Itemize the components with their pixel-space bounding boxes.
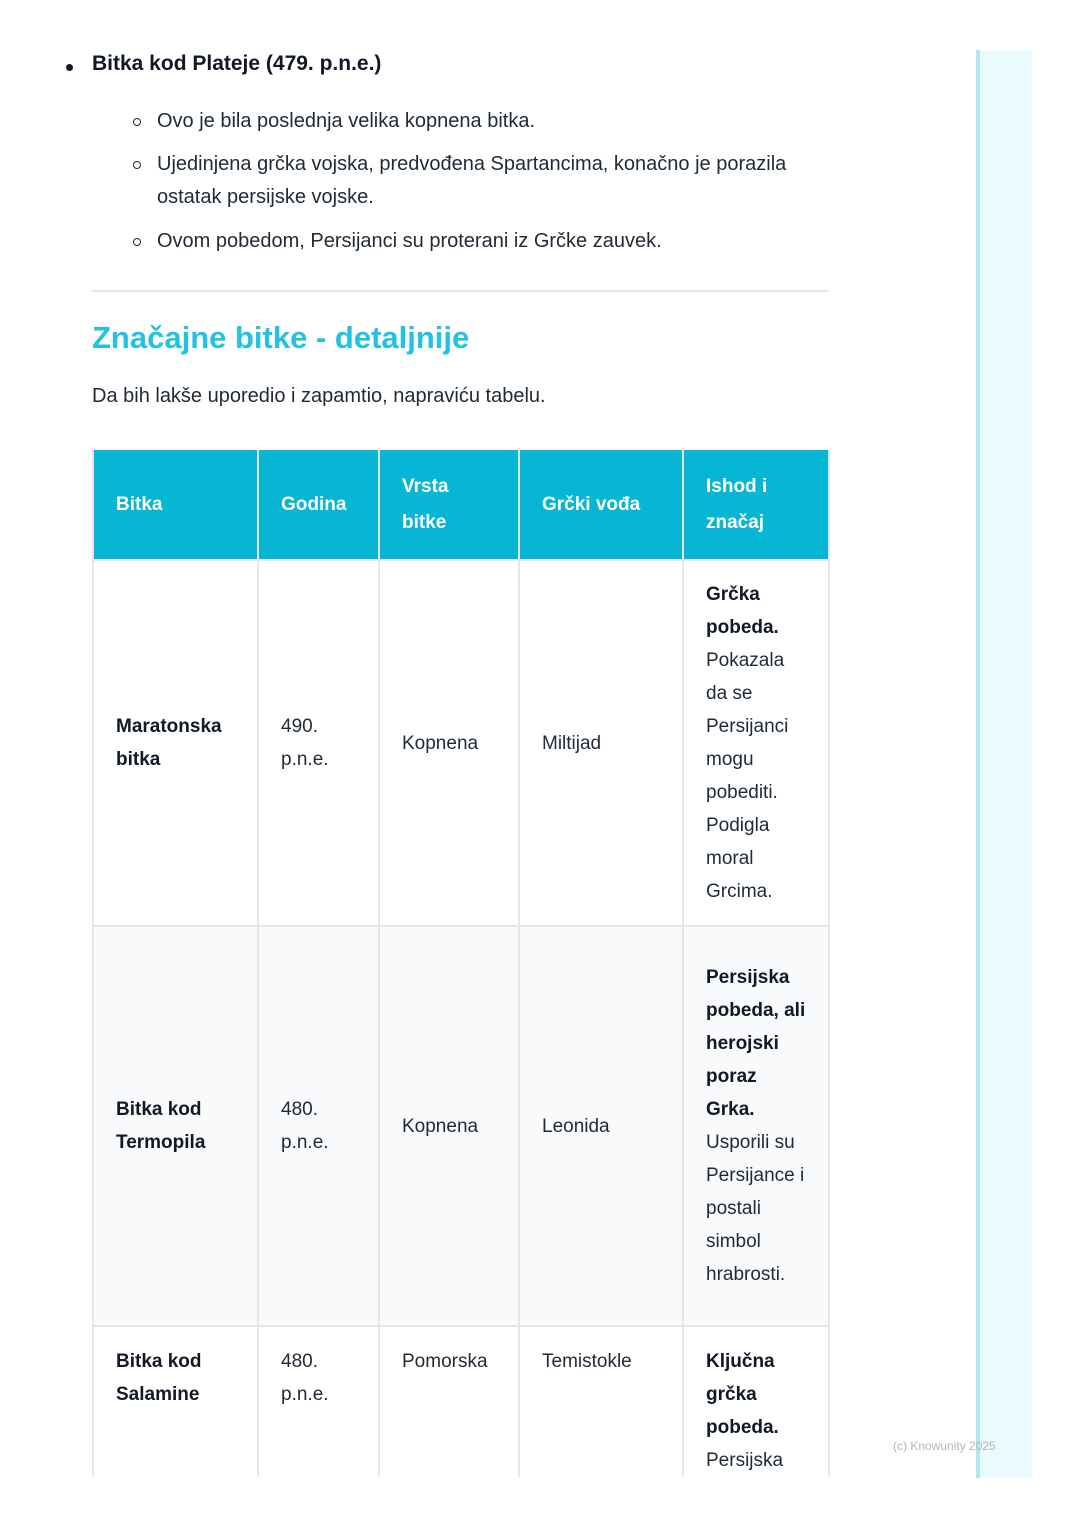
header-cell: Vrsta bitke <box>378 450 520 561</box>
leader-cell: Leonida <box>518 925 684 1327</box>
outcome-cell: Persijska pobeda, ali herojski poraz Grk… <box>682 925 830 1327</box>
battle-cell: Bitka kod Salamine <box>116 1351 202 1405</box>
copyright-footer: (c) Knowunity 2025 <box>893 1439 996 1453</box>
list-item: Ujedinjena grčka vojska, predvođena Spar… <box>133 148 817 214</box>
outcome-text: Pokazala da se Persijanci mogu pobediti.… <box>706 650 789 902</box>
outcome-cell: Grčka pobeda. Pokazala da se Persijanci … <box>682 559 830 927</box>
leader-cell: Miltijad <box>518 559 684 927</box>
table-row: Bitka kod Salamine 480. p.n.e. Pomorska … <box>92 1325 830 1477</box>
header-cell: Godina <box>257 450 380 561</box>
battles-table: Bitka Godina Vrsta bitke Grčki vođa Isho… <box>92 450 830 1477</box>
list-item: Ovo je bila poslednja velika kopnena bit… <box>133 105 817 138</box>
year-cell: 490. p.n.e. <box>257 559 380 927</box>
header-cell: Ishod i značaj <box>682 450 830 561</box>
type-cell: Kopnena <box>378 925 520 1327</box>
outcome-bold: Grčka pobeda. <box>706 584 779 638</box>
side-margin-bar <box>976 50 1032 1478</box>
outcome-text: Usporili su Persijance i postali simbol … <box>706 1132 805 1285</box>
year-cell: 480. p.n.e. <box>257 925 380 1327</box>
header-cell: Grčki vođa <box>518 450 684 561</box>
outcome-bold: Persijska pobeda, ali herojski poraz Grk… <box>706 967 806 1120</box>
year-cell: 480. p.n.e. <box>257 1325 380 1477</box>
type-cell: Kopnena <box>378 559 520 927</box>
header-cell: Bitka <box>92 450 259 561</box>
section-title: Značajne bitke - detaljnije <box>92 320 470 355</box>
table-row: Bitka kod Termopila 480. p.n.e. Kopnena … <box>92 925 830 1327</box>
table-row: Maratonska bitka 490. p.n.e. Kopnena Mil… <box>92 559 830 927</box>
list-item: Ovom pobedom, Persijanci su proterani iz… <box>133 225 817 258</box>
leader-cell: Temistokle <box>518 1325 684 1477</box>
outcome-cell: Ključna grčka pobeda. Persijska <box>682 1325 830 1477</box>
bullet-heading: Bitka kod Plateje (479. p.n.e.) <box>65 52 382 75</box>
divider <box>92 290 828 292</box>
type-cell: Pomorska <box>378 1325 520 1477</box>
outcome-text: Persijska <box>706 1450 784 1471</box>
battle-cell: Maratonska bitka <box>116 716 222 770</box>
intro-text: Da bih lakše uporedio i zapamtio, naprav… <box>92 385 546 407</box>
battle-cell: Bitka kod Termopila <box>116 1099 206 1153</box>
table-header-row: Bitka Godina Vrsta bitke Grčki vođa Isho… <box>92 450 830 561</box>
outcome-bold: Ključna grčka pobeda. <box>706 1351 779 1438</box>
